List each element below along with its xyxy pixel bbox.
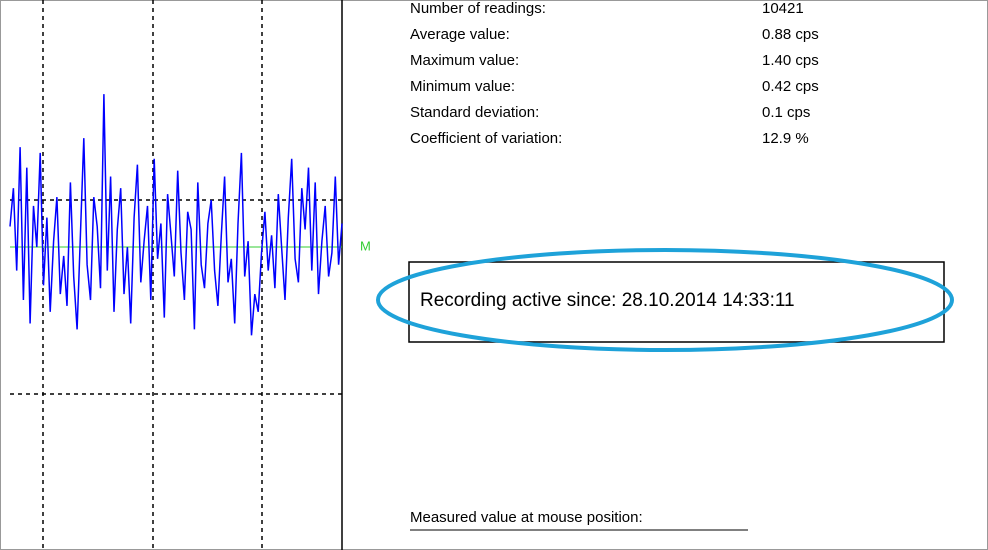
mouse-label: Measured value at mouse position: xyxy=(410,509,643,526)
stat-value: 12.9 % xyxy=(762,130,809,147)
stat-value: 10421 xyxy=(762,0,804,17)
stat-value: 0.88 cps xyxy=(762,26,819,43)
mean-marker: M xyxy=(360,238,371,253)
stat-label: Minimum value: xyxy=(410,78,515,95)
trace xyxy=(9,94,343,336)
stat-label: Maximum value: xyxy=(410,52,519,69)
recording-box xyxy=(408,261,945,343)
recording-text: Recording active since: 28.10.2014 14:33… xyxy=(420,290,795,311)
stat-label: Standard deviation: xyxy=(410,104,539,121)
stat-value: 1.40 cps xyxy=(762,52,819,69)
stat-label: Coefficient of variation: xyxy=(410,130,562,147)
stat-value: 0.1 cps xyxy=(762,104,810,121)
highlight-ellipse xyxy=(376,248,954,352)
stat-value: 0.42 cps xyxy=(762,78,819,95)
stat-label: Average value: xyxy=(410,26,510,43)
statistics: Number of readings: 10421 Average value: 0.… xyxy=(410,0,819,147)
stat-label: Number of readings: xyxy=(410,0,546,17)
